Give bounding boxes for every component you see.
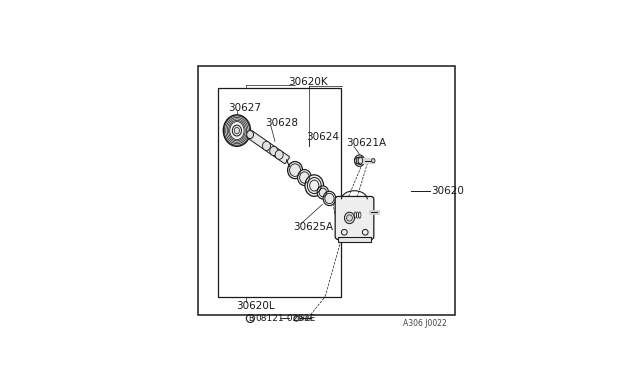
Ellipse shape [355, 157, 360, 164]
FancyBboxPatch shape [247, 131, 289, 164]
Text: 30620: 30620 [431, 186, 464, 196]
Bar [198, 66, 456, 315]
Text: 30624: 30624 [306, 132, 339, 142]
Ellipse shape [269, 147, 278, 155]
Ellipse shape [323, 191, 336, 206]
FancyBboxPatch shape [335, 196, 374, 240]
Ellipse shape [372, 158, 375, 163]
Polygon shape [338, 237, 371, 242]
Ellipse shape [223, 115, 250, 146]
Circle shape [294, 316, 299, 321]
Text: 30628: 30628 [265, 118, 298, 128]
Ellipse shape [287, 161, 303, 179]
Text: B: B [248, 314, 253, 323]
Ellipse shape [358, 157, 364, 164]
Text: 30620K: 30620K [288, 77, 328, 87]
Text: 30627: 30627 [228, 103, 260, 113]
Text: 30621A: 30621A [346, 138, 386, 148]
Ellipse shape [298, 170, 312, 186]
Bar [218, 87, 341, 297]
Text: 30620L: 30620L [236, 301, 275, 311]
Ellipse shape [262, 141, 271, 151]
Text: A306 J0022: A306 J0022 [403, 320, 447, 328]
Ellipse shape [355, 155, 365, 166]
Ellipse shape [305, 175, 324, 196]
Text: 30625A: 30625A [294, 222, 333, 232]
Text: 08121-0251E: 08121-0251E [255, 314, 316, 323]
Ellipse shape [317, 186, 328, 199]
Ellipse shape [344, 212, 355, 224]
Ellipse shape [246, 131, 253, 139]
Ellipse shape [275, 150, 284, 159]
Ellipse shape [232, 125, 241, 136]
